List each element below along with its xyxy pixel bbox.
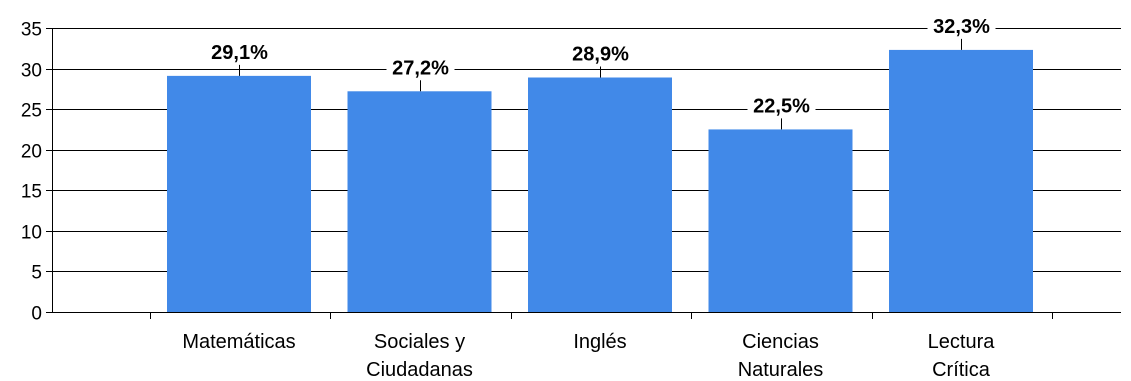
y-tick-label: 5 — [31, 263, 42, 284]
y-tick-label: 10 — [21, 223, 42, 244]
x-tick-label-line: Ciudadanas — [366, 359, 473, 381]
x-tick-label: Sociales y Ciudadanas — [366, 331, 473, 381]
axes: 0 5 10 15 20 25 30 35 Matemáticas Sociales y Ciuda… — [21, 20, 1121, 381]
x-tick-label-line: Lectura — [928, 331, 996, 353]
bars — [167, 49, 1033, 313]
bar — [708, 129, 853, 312]
y-tick-label: 25 — [21, 101, 42, 122]
data-label: 32,3% — [933, 16, 990, 38]
data-label: 22,5% — [753, 95, 810, 117]
data-label-background — [747, 93, 816, 118]
x-tick-label-line: Sociales y — [374, 331, 465, 353]
x-tick-label-line: Inglés — [573, 331, 626, 353]
x-tick-label: Matemáticas — [182, 331, 295, 353]
data-labels: 29,1% 27,2% 28,9% 22,5% 32,3% — [205, 13, 996, 130]
x-tick-label: Lectura Crítica — [928, 331, 996, 381]
y-tick-label: 0 — [31, 304, 42, 325]
bar — [167, 75, 311, 312]
data-label: 28,9% — [572, 43, 629, 65]
x-tick-label-line: Crítica — [932, 359, 991, 381]
x-tick-label-line: Naturales — [738, 359, 824, 381]
data-label-background — [386, 55, 455, 80]
data-label-background — [205, 39, 274, 64]
y-tick-label: 15 — [21, 182, 42, 203]
y-tick-label: 20 — [21, 142, 42, 163]
y-tick-label: 30 — [21, 61, 42, 82]
data-label-background — [566, 41, 635, 66]
data-label-background — [927, 13, 996, 38]
x-tick-label-line: Matemáticas — [182, 331, 295, 353]
data-label: 27,2% — [392, 57, 449, 79]
data-label: 29,1% — [211, 42, 268, 64]
y-tick-label: 35 — [21, 20, 42, 41]
x-tick-label-line: Ciencias — [742, 331, 819, 353]
bar — [528, 77, 672, 312]
bar — [889, 49, 1033, 313]
bar — [347, 91, 492, 312]
x-tick-label: Ciencias Naturales — [738, 331, 824, 381]
x-tick-label: Inglés — [573, 331, 626, 353]
